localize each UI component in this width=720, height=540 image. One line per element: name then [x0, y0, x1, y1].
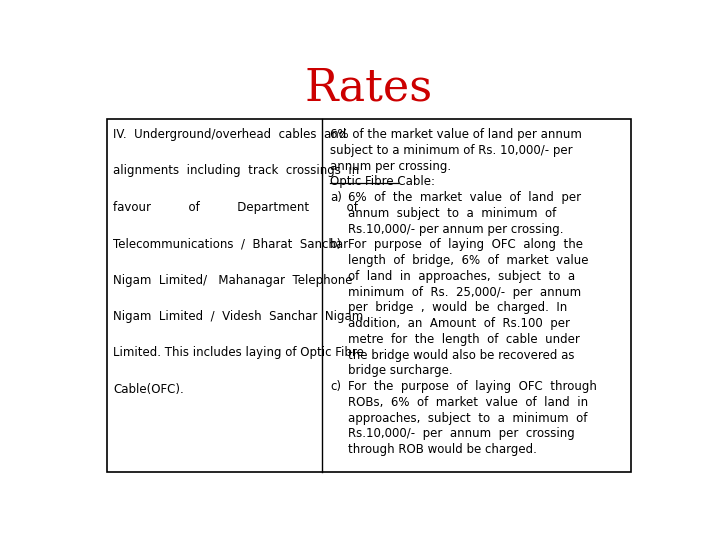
Bar	[107, 119, 631, 472]
Text: Rs.10,000/-  per  annum  per  crossing: Rs.10,000/- per annum per crossing	[348, 428, 575, 441]
Text: 6% of the market value of land per annum: 6% of the market value of land per annum	[330, 128, 582, 141]
Text: Limited. This includes laying of Optic Fibre: Limited. This includes laying of Optic F…	[114, 346, 364, 359]
Text: metre  for  the  length  of  cable  under: metre for the length of cable under	[348, 333, 580, 346]
Text: c): c)	[330, 380, 341, 393]
Text: a): a)	[330, 191, 342, 204]
Text: Cable(OFC).: Cable(OFC).	[114, 383, 184, 396]
Text: per  bridge  ,  would  be  charged.  In: per bridge , would be charged. In	[348, 301, 567, 314]
Text: annum per crossing.: annum per crossing.	[330, 159, 451, 172]
Text: For  purpose  of  laying  OFC  along  the: For purpose of laying OFC along the	[348, 238, 583, 251]
Text: Nigam  Limited  /  Videsh  Sanchar  Nigam: Nigam Limited / Videsh Sanchar Nigam	[114, 310, 364, 323]
Text: For  the  purpose  of  laying  OFC  through: For the purpose of laying OFC through	[348, 380, 597, 393]
Text: the bridge would also be recovered as: the bridge would also be recovered as	[348, 349, 575, 362]
Text: approaches,  subject  to  a  minimum  of: approaches, subject to a minimum of	[348, 411, 588, 425]
Text: of  land  in  approaches,  subject  to  a: of land in approaches, subject to a	[348, 270, 575, 283]
Text: b): b)	[330, 238, 342, 251]
Text: Nigam  Limited/   Mahanagar  Telephone: Nigam Limited/ Mahanagar Telephone	[114, 274, 353, 287]
Text: length  of  bridge,  6%  of  market  value: length of bridge, 6% of market value	[348, 254, 589, 267]
Text: Optic Fibre Cable:: Optic Fibre Cable:	[330, 176, 435, 188]
Text: ROBs,  6%  of  market  value  of  land  in: ROBs, 6% of market value of land in	[348, 396, 588, 409]
Text: Rates: Rates	[305, 66, 433, 109]
Text: addition,  an  Amount  of  Rs.100  per: addition, an Amount of Rs.100 per	[348, 317, 570, 330]
Text: Telecommunications  /  Bharat  Sanchar: Telecommunications / Bharat Sanchar	[114, 237, 348, 250]
Text: minimum  of  Rs.  25,000/-  per  annum: minimum of Rs. 25,000/- per annum	[348, 286, 582, 299]
Text: subject to a minimum of Rs. 10,000/- per: subject to a minimum of Rs. 10,000/- per	[330, 144, 572, 157]
Text: IV.  Underground/overhead  cables  and: IV. Underground/overhead cables and	[114, 128, 347, 141]
Text: alignments  including  track  crossings  in: alignments including track crossings in	[114, 164, 360, 177]
Text: favour          of          Department          of: favour of Department of	[114, 201, 359, 214]
Text: Rs.10,000/- per annum per crossing.: Rs.10,000/- per annum per crossing.	[348, 222, 564, 235]
Text: annum  subject  to  a  minimum  of: annum subject to a minimum of	[348, 207, 557, 220]
Text: through ROB would be charged.: through ROB would be charged.	[348, 443, 537, 456]
Text: 6%  of  the  market  value  of  land  per: 6% of the market value of land per	[348, 191, 582, 204]
Text: bridge surcharge.: bridge surcharge.	[348, 364, 453, 377]
